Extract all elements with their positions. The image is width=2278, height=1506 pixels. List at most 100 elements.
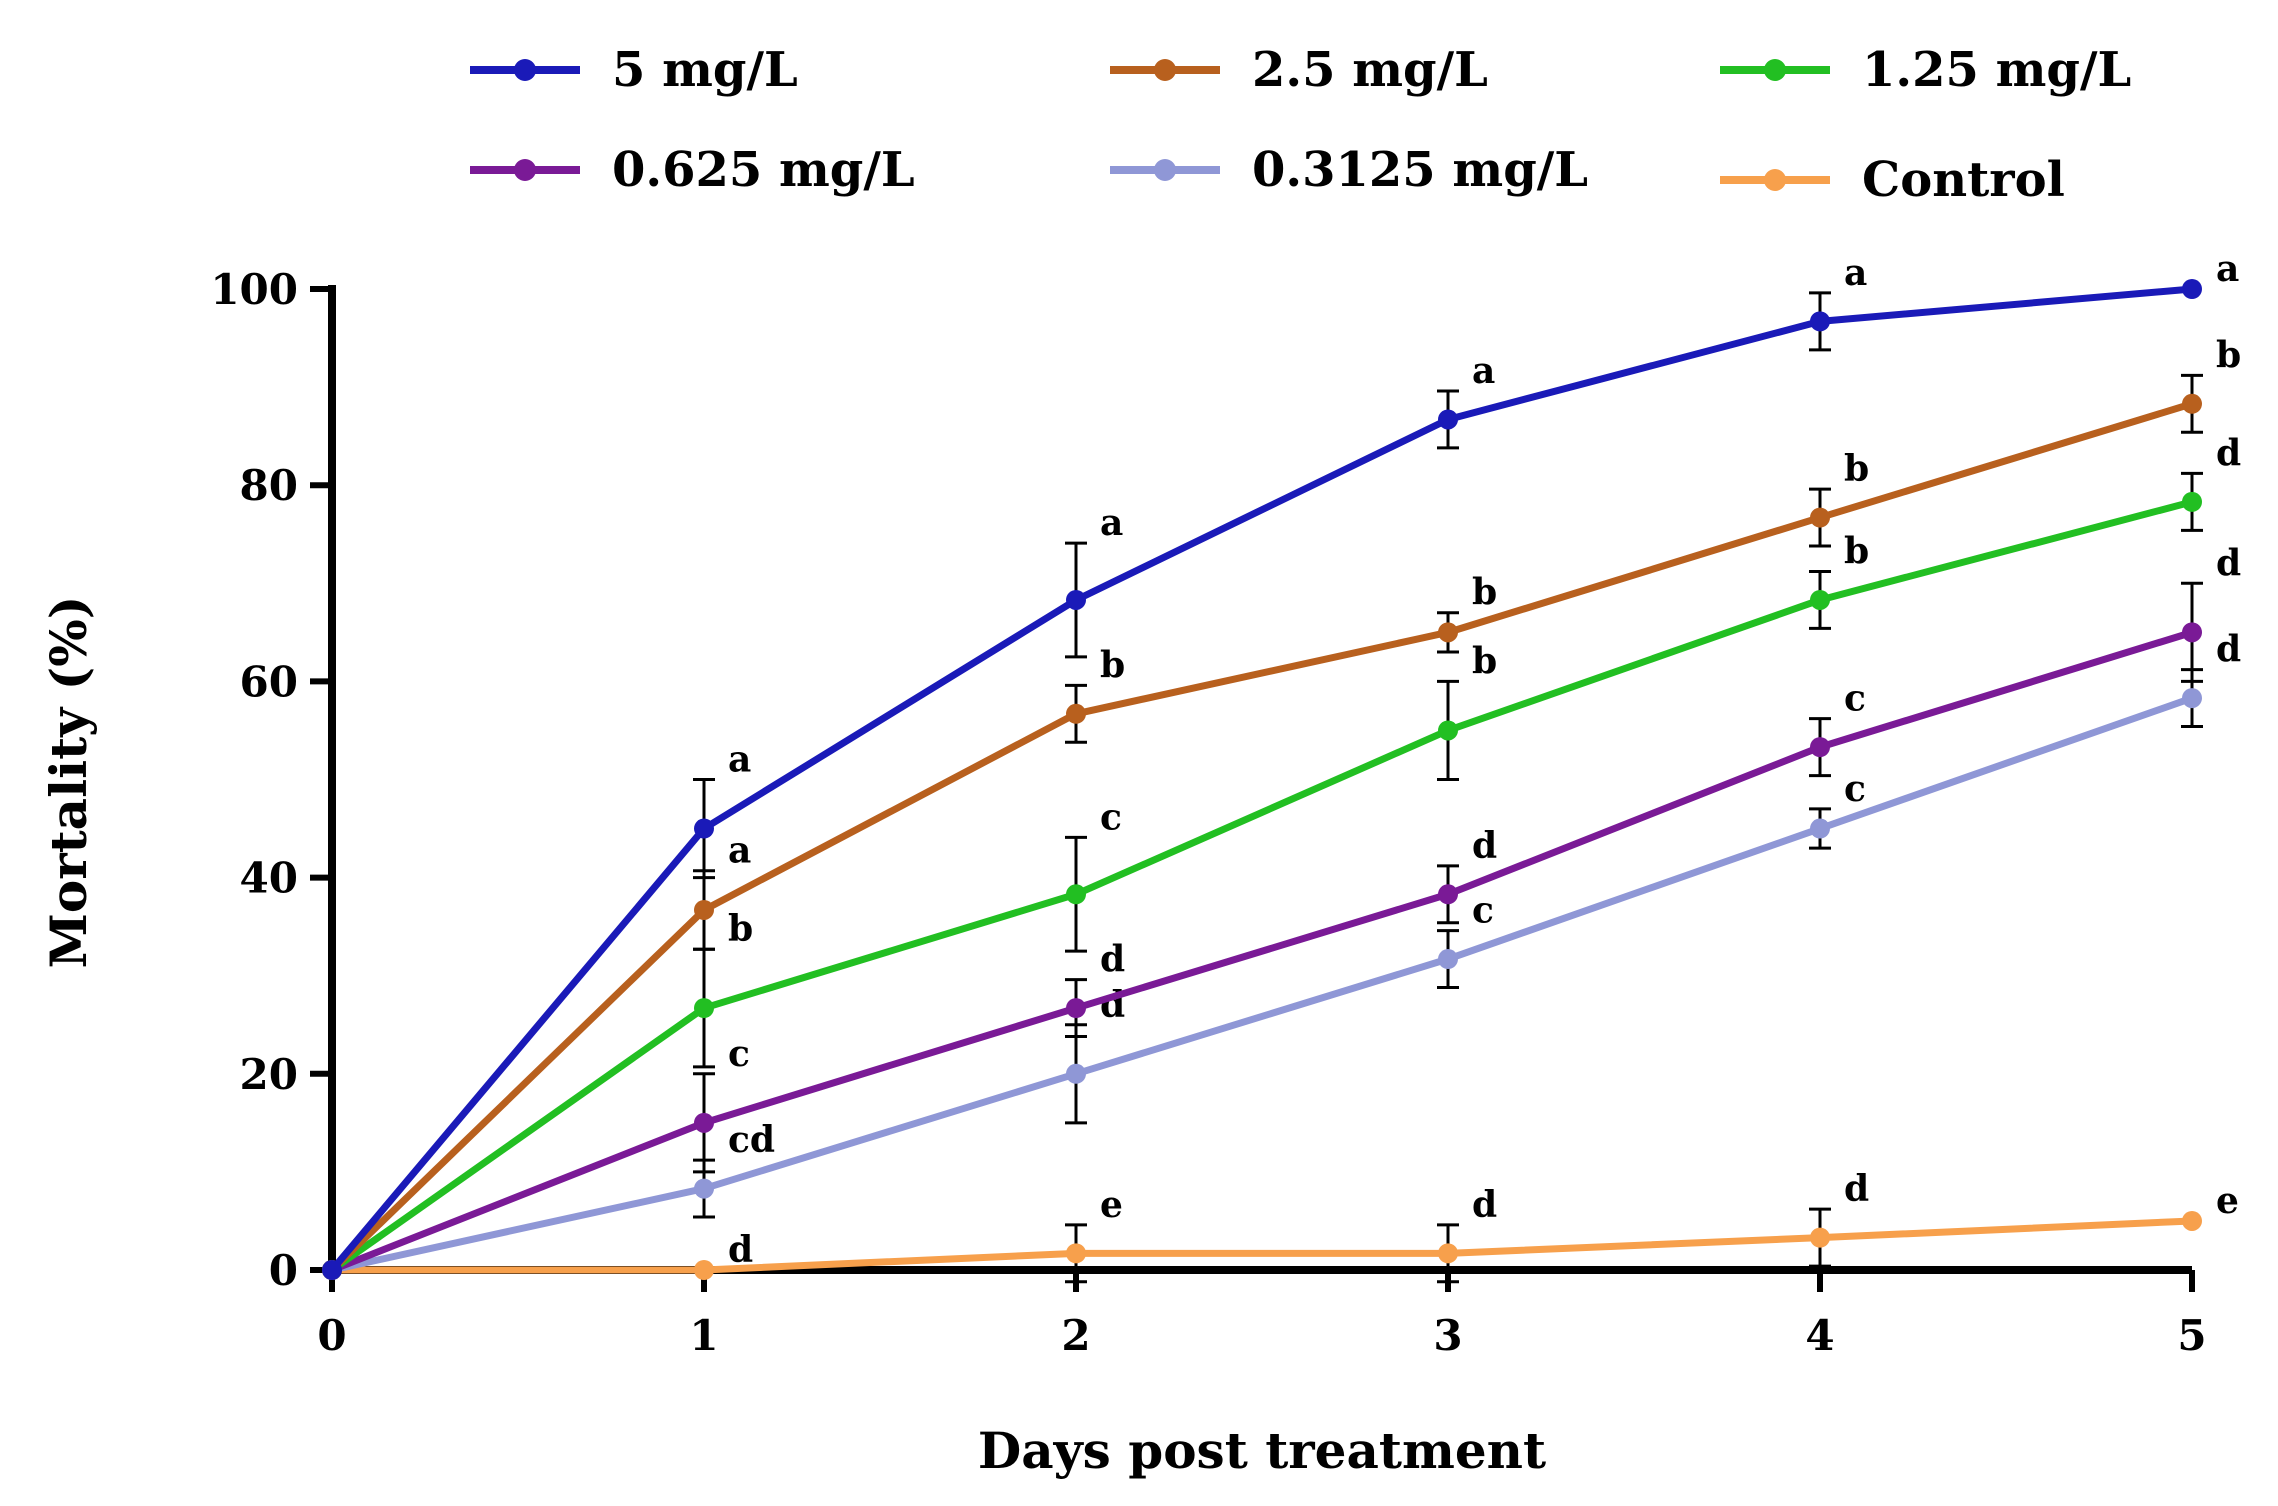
data-point (1438, 884, 1458, 905)
data-point (1810, 507, 1830, 528)
legend-label-0-625-mgl: 0.625 mg/L (612, 142, 915, 198)
legend-item-0-625-mgl: 0.625 mg/L (460, 140, 915, 200)
significance-label: b (2216, 334, 2241, 376)
x-tick-label: 2 (1061, 1311, 1090, 1360)
significance-label: a (1844, 252, 1867, 294)
legend: 5 mg/L 2.5 mg/L 1.25 mg/L 0.625 mg/L 0.3… (0, 0, 2278, 230)
data-point (1810, 737, 1830, 758)
data-point (1810, 1227, 1830, 1248)
data-point (1810, 311, 1830, 332)
significance-label: b (1472, 640, 1497, 682)
data-point (1066, 589, 1086, 610)
legend-swatch-control (1710, 150, 1840, 210)
data-point (2182, 491, 2202, 512)
data-point (694, 1260, 714, 1280)
legend-swatch-5-mgl (460, 40, 590, 100)
data-point (694, 1112, 714, 1133)
significance-label: b (1844, 531, 1869, 573)
significance-label: a (1100, 502, 1123, 544)
significance-label: c (1472, 890, 1494, 932)
legend-item-5-mgl: 5 mg/L (460, 40, 798, 100)
significance-label: c (1100, 796, 1122, 838)
significance-label: e (1100, 1184, 1123, 1226)
legend-item-1-25-mgl: 1.25 mg/L (1710, 40, 2131, 100)
significance-label: a (2216, 248, 2239, 290)
x-tick-label: 4 (1805, 1311, 1834, 1360)
significance-label: b (1100, 644, 1125, 686)
significance-label: e (2216, 1180, 2239, 1222)
series-control: d e d d e (322, 1168, 2239, 1284)
significance-label: c (1844, 678, 1866, 720)
x-axis-title: Days post treatment (978, 1421, 1546, 1480)
legend-label-control: Control (1862, 152, 2065, 208)
legend-item-control: Control (1710, 150, 2065, 210)
significance-label: d (1472, 825, 1497, 867)
data-point (1438, 949, 1458, 970)
data-point (2182, 1210, 2202, 1231)
y-tick-label: 60 (240, 657, 298, 706)
x-tick-label: 3 (1433, 1311, 1462, 1360)
data-point (1066, 1063, 1086, 1084)
significance-label: d (728, 1229, 753, 1271)
legend-label-2-5-mgl: 2.5 mg/L (1252, 42, 1488, 98)
y-tick-label: 20 (240, 1050, 298, 1099)
significance-label: b (728, 908, 753, 950)
significance-label: d (2216, 629, 2241, 671)
data-point (1810, 818, 1830, 839)
data-point (694, 899, 714, 920)
y-tick-label: 100 (210, 265, 298, 314)
data-point (694, 998, 714, 1019)
data-point (694, 1178, 714, 1199)
significance-label: c (728, 1033, 750, 1075)
series-5-mg-l: a a a a a (322, 248, 2239, 1280)
significance-label: b (1844, 448, 1869, 490)
significance-label: d (1844, 1168, 1869, 1210)
significance-label: cd (728, 1119, 775, 1161)
significance-label: d (1472, 1184, 1497, 1226)
legend-swatch-1-25-mgl (1710, 40, 1840, 100)
series-line (329, 285, 2193, 1273)
series-line (331, 694, 2194, 1274)
y-axis-title: Mortality (%) (39, 596, 98, 969)
legend-label-0-3125-mgl: 0.3125 mg/L (1252, 142, 1589, 198)
data-point (2182, 688, 2202, 709)
legend-swatch-0-625-mgl (460, 140, 590, 200)
legend-swatch-0-3125-mgl (1100, 140, 1230, 200)
data-point (1438, 720, 1458, 741)
data-point (1810, 589, 1830, 610)
significance-label: a (1472, 350, 1495, 392)
y-tick-label: 0 (269, 1246, 298, 1295)
data-point (2182, 279, 2202, 299)
data-point (1066, 703, 1086, 724)
data-point (1438, 409, 1458, 430)
data-point (322, 1260, 342, 1280)
significance-label: d (1100, 984, 1125, 1026)
axes: 0 1 2 3 4 5 0 20 40 60 80 100 (210, 265, 2206, 1360)
x-tick-label: 5 (2177, 1311, 2206, 1360)
data-point (1438, 622, 1458, 643)
significance-label: b (1472, 572, 1497, 614)
data-point (1438, 1243, 1458, 1264)
x-tick-label: 1 (689, 1311, 718, 1360)
series-line (332, 1217, 2193, 1274)
data-point (1066, 998, 1086, 1019)
data-point (2182, 393, 2202, 414)
data-point (694, 818, 714, 839)
data-point (1066, 1243, 1086, 1264)
legend-swatch-2-5-mgl (1100, 40, 1230, 100)
legend-label-1-25-mgl: 1.25 mg/L (1862, 42, 2132, 98)
significance-label: a (728, 739, 751, 781)
significance-label: a (728, 830, 751, 872)
legend-item-0-3125-mgl: 0.3125 mg/L (1100, 140, 1588, 200)
legend-label-5-mgl: 5 mg/L (612, 42, 798, 98)
series-line (329, 400, 2194, 1273)
series-line (329, 498, 2193, 1273)
significance-label: d (2216, 432, 2241, 474)
significance-label: d (1100, 939, 1125, 981)
